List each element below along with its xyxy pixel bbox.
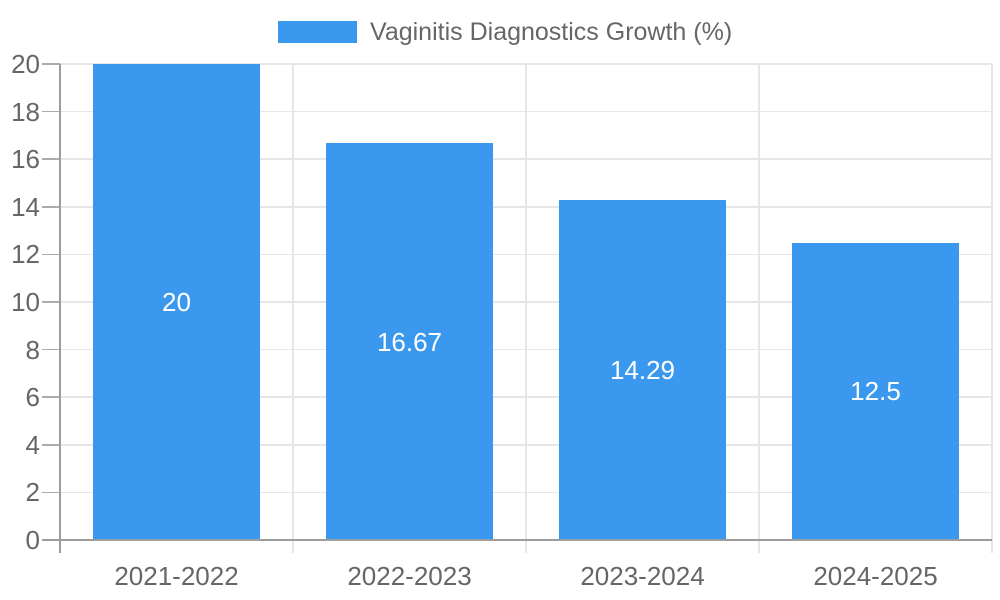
legend-swatch-icon (278, 21, 357, 43)
x-tick-mark (758, 540, 760, 553)
y-tick-mark (42, 63, 60, 65)
y-tick-label: 10 (11, 287, 40, 317)
chart-legend[interactable]: Vaginitis Diagnostics Growth (%) (278, 18, 732, 46)
gridline-vertical (758, 64, 760, 540)
bar-value-label: 16.67 (376, 326, 443, 357)
x-tick-mark (991, 540, 993, 553)
y-tick-label: 12 (11, 239, 40, 270)
y-tick-label: 4 (25, 429, 40, 460)
bar (558, 199, 727, 540)
y-tick-label: 2 (25, 477, 40, 508)
y-tick-label: 14 (11, 191, 40, 222)
y-tick-mark (42, 396, 60, 398)
bar (791, 242, 960, 540)
x-axis-label: 2022-2023 (347, 561, 472, 591)
y-tick-mark (42, 110, 60, 113)
y-axis-line (59, 64, 61, 553)
x-axis-label: 2023-2024 (580, 561, 705, 591)
y-tick-mark (42, 253, 60, 256)
y-tick-label: 6 (25, 382, 40, 413)
gridline-vertical (292, 64, 294, 540)
x-axis-label: 2024-2025 (813, 561, 938, 591)
bar (92, 64, 261, 540)
y-tick-label: 18 (11, 96, 40, 127)
y-tick-mark (42, 444, 60, 446)
y-tick-mark (42, 206, 60, 208)
x-tick-mark (292, 540, 294, 553)
y-tick-mark (42, 491, 60, 494)
bar (325, 143, 494, 540)
y-tick-label: 16 (11, 144, 40, 175)
y-tick-label: 20 (11, 49, 40, 79)
bar-value-label: 20 (162, 287, 191, 317)
y-tick-mark (42, 348, 60, 351)
x-tick-mark (525, 540, 527, 553)
y-tick-mark (42, 301, 60, 303)
bar-value-label: 12.5 (850, 376, 901, 407)
legend-label: Vaginitis Diagnostics Growth (%) (370, 18, 733, 46)
gridline-vertical (991, 64, 993, 540)
y-tick-mark (42, 158, 60, 160)
y-tick-label: 8 (25, 334, 40, 365)
y-tick-label: 0 (25, 525, 40, 555)
x-axis-label: 2021-2022 (114, 561, 239, 591)
x-axis-line (42, 539, 992, 541)
bar-value-label: 14.29 (609, 354, 676, 385)
gridline-vertical (525, 64, 527, 540)
